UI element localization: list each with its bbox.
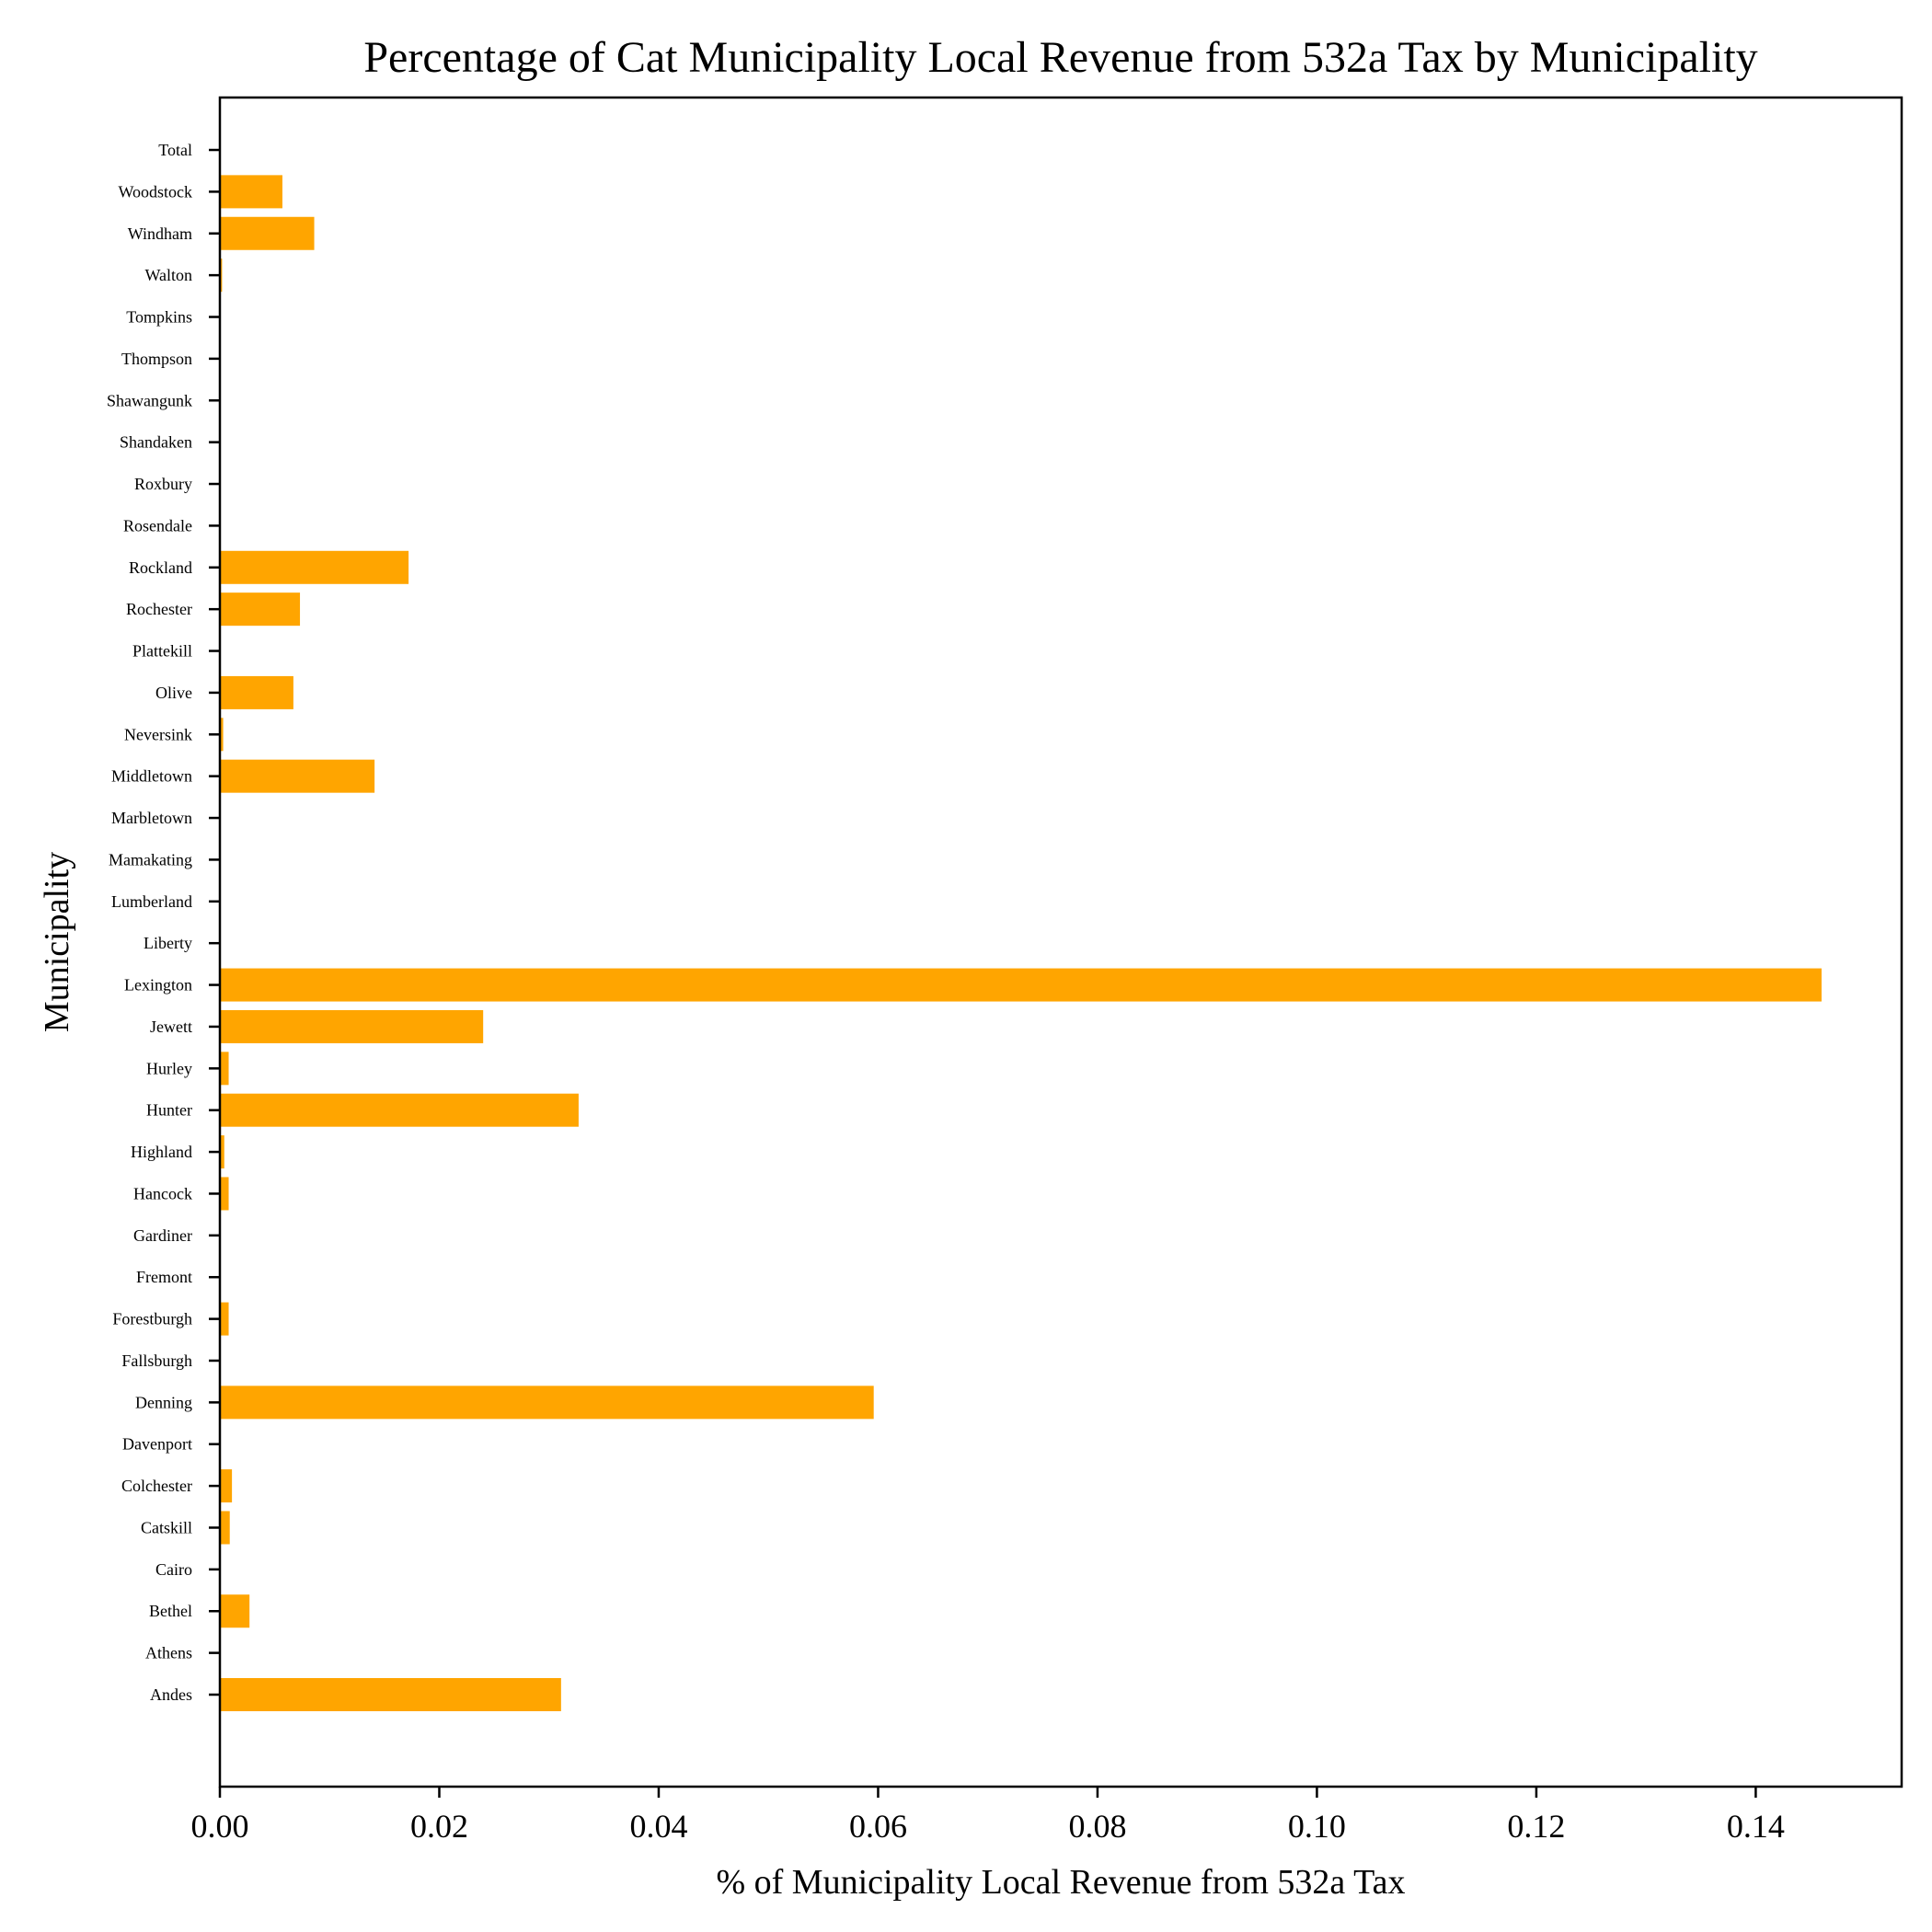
bar-woodstock (220, 175, 282, 209)
bar-highland (220, 1135, 224, 1169)
x-tick-label: 0.08 (1068, 1808, 1126, 1845)
bar-andes (220, 1678, 561, 1711)
y-tick-label-plattekill: Plattekill (132, 642, 192, 661)
bar-middletown (220, 759, 375, 793)
bar-hurley (220, 1052, 229, 1086)
bar-bethel (220, 1594, 250, 1628)
y-tick-label-mamakating: Mamakating (109, 850, 192, 868)
y-tick-label-total: Total (158, 141, 192, 159)
y-tick-label-bethel: Bethel (149, 1602, 192, 1620)
y-tick-label-colchester: Colchester (121, 1477, 192, 1495)
bar-hunter (220, 1093, 579, 1127)
y-tick-label-jewett: Jewett (150, 1018, 192, 1036)
y-tick-label-liberty: Liberty (144, 934, 192, 952)
bar-lexington (220, 968, 1822, 1002)
bar-rochester (220, 592, 301, 627)
bar-forestburgh (220, 1302, 229, 1336)
bar-series (220, 175, 1822, 1711)
x-tick-label: 0.04 (629, 1808, 687, 1845)
y-tick-label-fallsburgh: Fallsburgh (121, 1351, 192, 1370)
x-tick-label: 0.14 (1727, 1808, 1785, 1845)
y-tick-label-shandaken: Shandaken (120, 433, 192, 452)
y-tick-label-athens: Athens (145, 1644, 192, 1662)
y-tick-label-lumberland: Lumberland (111, 892, 192, 911)
y-tick-label-davenport: Davenport (122, 1435, 192, 1454)
y-tick-label-tompkins: Tompkins (126, 308, 192, 327)
y-tick-label-catskill: Catskill (141, 1518, 192, 1536)
y-axis: Andes Athens Bethel Cairo Catskill Colchester… (107, 141, 220, 1704)
y-tick-label-lexington: Lexington (124, 976, 192, 995)
bar-catskill (220, 1511, 230, 1545)
y-tick-label-gardiner: Gardiner (133, 1226, 192, 1245)
y-tick-label-rockland: Rockland (129, 558, 192, 577)
bar-neversink (220, 718, 224, 752)
y-axis-label: Municipality (38, 852, 76, 1032)
plot-frame (218, 96, 1903, 1788)
y-tick-label-shawangunk: Shawangunk (107, 391, 192, 409)
bar-rockland (220, 550, 409, 584)
y-tick-label-middletown: Middletown (111, 767, 192, 786)
x-tick-label: 0.00 (191, 1808, 249, 1845)
bar-hancock (220, 1177, 229, 1211)
y-tick-label-hurley: Hurley (146, 1059, 192, 1077)
bar-denning (220, 1386, 874, 1420)
x-tick-label: 0.12 (1507, 1808, 1565, 1845)
y-tick-label-olive: Olive (155, 684, 192, 702)
y-tick-label-forestburgh: Forestburgh (112, 1310, 192, 1328)
x-tick-label: 0.06 (849, 1808, 907, 1845)
y-tick-label-denning: Denning (135, 1393, 192, 1411)
x-axis: 0.00 0.02 0.04 0.06 0.08 0.10 0.12 0.14 (191, 1787, 1785, 1845)
y-tick-label-walton: Walton (144, 266, 192, 284)
y-tick-label-rosendale: Rosendale (123, 516, 192, 535)
y-tick-label-woodstock: Woodstock (118, 182, 192, 201)
x-axis-label: % of Municipality Local Revenue from 532… (716, 1863, 1405, 1902)
y-tick-label-marbletown: Marbletown (111, 809, 192, 827)
y-tick-label-cairo: Cairo (155, 1560, 192, 1579)
y-tick-label-windham: Windham (128, 224, 192, 243)
y-tick-label-highland: Highland (131, 1143, 192, 1161)
y-tick-label-thompson: Thompson (121, 350, 192, 368)
x-tick-label: 0.10 (1288, 1808, 1346, 1845)
bar-jewett (220, 1009, 484, 1043)
x-tick-label: 0.02 (410, 1808, 468, 1845)
y-tick-label-fremont: Fremont (136, 1268, 192, 1286)
y-tick-label-andes: Andes (150, 1685, 192, 1704)
y-tick-label-rochester: Rochester (126, 600, 192, 618)
y-tick-label-roxbury: Roxbury (134, 475, 192, 493)
bar-colchester (220, 1469, 233, 1503)
chart-title: Percentage of Cat Municipality Local Rev… (363, 33, 1757, 82)
bar-olive (220, 675, 293, 709)
y-tick-label-neversink: Neversink (124, 725, 192, 743)
y-tick-label-hancock: Hancock (133, 1184, 192, 1202)
y-tick-label-hunter: Hunter (146, 1101, 192, 1120)
bar-windham (220, 216, 315, 250)
